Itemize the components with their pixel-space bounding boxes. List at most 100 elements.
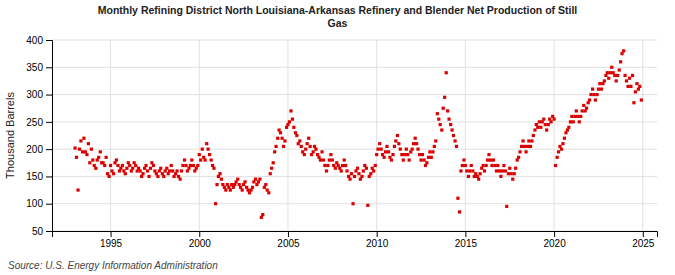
title: Monthly Refining District North Louisian…	[98, 4, 578, 29]
point	[149, 167, 152, 170]
point	[461, 164, 464, 167]
point	[616, 74, 619, 77]
x-tick: 2015	[455, 231, 478, 249]
point	[511, 178, 514, 181]
point	[415, 142, 418, 145]
point	[233, 183, 236, 186]
point	[558, 145, 561, 148]
point	[196, 164, 199, 167]
point	[561, 142, 564, 145]
point	[468, 169, 471, 172]
x-tick-mark	[643, 231, 644, 237]
point	[518, 150, 521, 153]
point	[640, 98, 643, 101]
point	[297, 142, 300, 145]
point	[180, 169, 183, 172]
point	[440, 128, 443, 131]
point	[612, 71, 615, 74]
point	[628, 77, 631, 80]
point	[557, 150, 560, 153]
point	[603, 79, 606, 82]
point	[337, 164, 340, 167]
point	[283, 139, 286, 142]
point	[607, 77, 610, 80]
point	[527, 139, 530, 142]
point	[360, 175, 363, 178]
point	[189, 164, 192, 167]
point	[153, 169, 156, 172]
point	[499, 175, 502, 178]
point	[121, 164, 124, 167]
point	[317, 156, 320, 159]
point	[273, 150, 276, 153]
point	[210, 158, 213, 161]
point	[595, 93, 598, 96]
point	[170, 164, 173, 167]
point	[235, 180, 238, 183]
point	[331, 158, 334, 161]
point	[152, 164, 155, 167]
point	[578, 120, 581, 123]
point	[127, 161, 130, 164]
y-tick-mark	[46, 204, 52, 205]
point	[261, 213, 264, 216]
point	[220, 178, 223, 181]
point	[560, 148, 563, 151]
point	[552, 118, 555, 121]
point	[433, 145, 436, 148]
point	[606, 71, 609, 74]
point	[480, 167, 483, 170]
point	[255, 183, 258, 186]
point	[325, 169, 328, 172]
point	[439, 123, 442, 126]
point	[374, 164, 377, 167]
point	[535, 123, 538, 126]
point	[146, 169, 149, 172]
point	[162, 175, 165, 178]
point	[226, 183, 229, 186]
point	[495, 169, 498, 172]
point	[422, 158, 425, 161]
point	[591, 88, 594, 91]
point	[75, 156, 78, 159]
point	[476, 175, 479, 178]
point	[416, 148, 419, 151]
point	[385, 145, 388, 148]
x-tick: 2025	[632, 231, 655, 249]
point	[598, 82, 601, 85]
point	[408, 158, 411, 161]
point	[230, 183, 233, 186]
y-tick-label: 300	[26, 89, 43, 100]
point	[490, 164, 493, 167]
point	[298, 139, 301, 142]
point	[243, 180, 246, 183]
point	[207, 148, 210, 151]
grid	[52, 40, 657, 231]
point	[251, 186, 254, 189]
point	[85, 153, 88, 156]
point	[532, 134, 535, 137]
point	[214, 202, 217, 205]
point	[397, 142, 400, 145]
point	[143, 167, 146, 170]
point	[249, 188, 252, 191]
point	[498, 169, 501, 172]
point	[597, 88, 600, 91]
point	[485, 164, 488, 167]
point	[260, 216, 263, 219]
point	[193, 169, 196, 172]
point	[400, 153, 403, 156]
point	[572, 120, 575, 123]
point	[232, 186, 235, 189]
point	[405, 148, 408, 151]
point	[508, 167, 511, 170]
point	[192, 164, 195, 167]
point	[529, 145, 532, 148]
point	[431, 150, 434, 153]
point	[84, 150, 87, 153]
x-tick: 2020	[543, 231, 566, 249]
point	[158, 169, 161, 172]
point	[320, 150, 323, 153]
point	[447, 118, 450, 121]
point	[177, 175, 180, 178]
